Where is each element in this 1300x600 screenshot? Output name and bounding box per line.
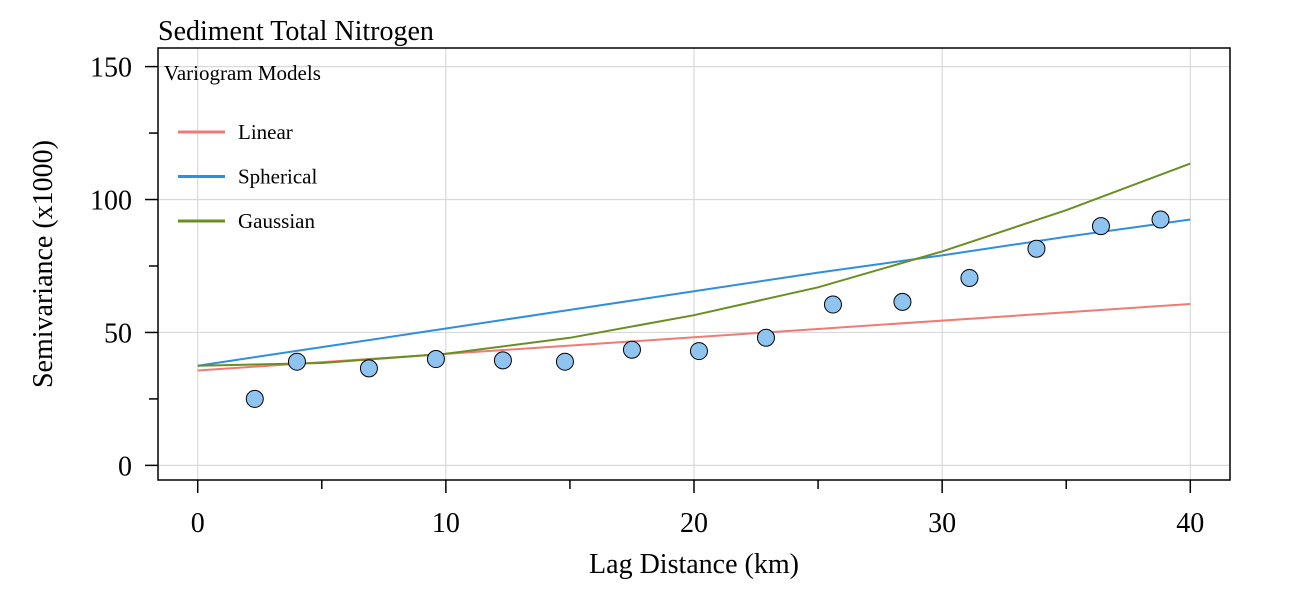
data-point bbox=[359, 359, 378, 378]
x-tick-label: 20 bbox=[680, 508, 708, 539]
y-tick-label: 0 bbox=[118, 451, 132, 482]
legend-title: Variogram Models bbox=[164, 61, 321, 85]
data-point bbox=[756, 328, 775, 347]
legend-label-linear: Linear bbox=[238, 120, 293, 144]
grid-layer bbox=[158, 48, 1230, 480]
data-point bbox=[287, 352, 306, 371]
data-point bbox=[1151, 210, 1170, 229]
data-point bbox=[1027, 239, 1046, 258]
x-axis-label: Lag Distance (km) bbox=[589, 549, 799, 580]
series-layer bbox=[197, 162, 1191, 372]
points-layer bbox=[245, 210, 1170, 408]
data-point bbox=[1091, 217, 1110, 236]
y-tick-label: 100 bbox=[90, 186, 132, 217]
x-tick-label: 40 bbox=[1176, 508, 1204, 539]
data-point bbox=[555, 352, 574, 371]
series-line-spherical bbox=[197, 218, 1191, 367]
data-point bbox=[960, 268, 979, 287]
y-axis-label: Semivariance (x1000) bbox=[28, 140, 59, 388]
axis-layer: 0 10 20 30 40 0 50 100 150 bbox=[90, 53, 1204, 539]
data-point bbox=[622, 340, 641, 359]
data-point bbox=[689, 342, 708, 361]
series-line-gaussian bbox=[197, 162, 1191, 367]
legend-label-gaussian: Gaussian bbox=[238, 209, 315, 233]
x-tick-label: 0 bbox=[191, 508, 205, 539]
legend: Variogram Models Linear Spherical Gaussian bbox=[164, 61, 321, 233]
data-point bbox=[823, 295, 842, 314]
data-point bbox=[893, 292, 912, 311]
data-point bbox=[245, 389, 264, 408]
legend-entries: Linear Spherical Gaussian bbox=[178, 120, 317, 233]
y-tick-label: 50 bbox=[104, 318, 132, 349]
x-tick-label: 10 bbox=[432, 508, 460, 539]
x-tick-label: 30 bbox=[928, 508, 956, 539]
data-point bbox=[426, 350, 445, 369]
y-tick-label: 150 bbox=[90, 53, 132, 84]
legend-label-spherical: Spherical bbox=[238, 165, 317, 189]
data-point bbox=[493, 351, 512, 370]
chart-title: Sediment Total Nitrogen bbox=[158, 16, 434, 47]
